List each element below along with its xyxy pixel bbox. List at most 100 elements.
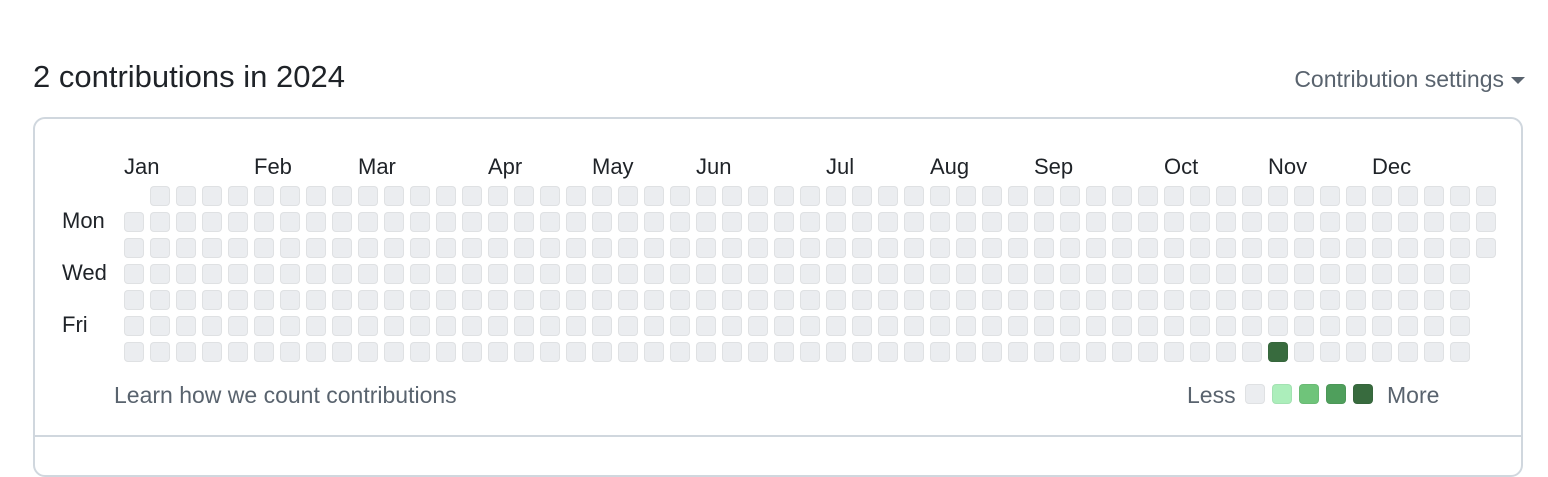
contribution-day-cell[interactable]	[982, 264, 1002, 284]
contribution-day-cell[interactable]	[1190, 342, 1210, 362]
contribution-day-cell[interactable]	[436, 264, 456, 284]
contribution-day-cell[interactable]	[956, 212, 976, 232]
contribution-day-cell[interactable]	[1320, 212, 1340, 232]
contribution-day-cell[interactable]	[462, 212, 482, 232]
contribution-day-cell[interactable]	[280, 186, 300, 206]
contribution-day-cell[interactable]	[1060, 264, 1080, 284]
contribution-day-cell[interactable]	[1216, 290, 1236, 310]
contribution-day-cell[interactable]	[1242, 212, 1262, 232]
contribution-day-cell[interactable]	[358, 186, 378, 206]
contribution-day-cell[interactable]	[826, 186, 846, 206]
contribution-day-cell[interactable]	[332, 186, 352, 206]
contribution-day-cell[interactable]	[852, 342, 872, 362]
contribution-day-cell[interactable]	[514, 342, 534, 362]
contribution-day-cell[interactable]	[1216, 316, 1236, 336]
contribution-day-cell[interactable]	[332, 264, 352, 284]
contribution-day-cell[interactable]	[1320, 342, 1340, 362]
contribution-day-cell[interactable]	[202, 264, 222, 284]
contribution-day-cell[interactable]	[644, 342, 664, 362]
contribution-day-cell[interactable]	[670, 186, 690, 206]
contribution-day-cell[interactable]	[878, 264, 898, 284]
contribution-day-cell[interactable]	[878, 238, 898, 258]
contribution-day-cell[interactable]	[1294, 316, 1314, 336]
contribution-day-cell[interactable]	[722, 212, 742, 232]
contribution-day-cell[interactable]	[696, 238, 716, 258]
contribution-day-cell[interactable]	[1086, 264, 1106, 284]
contribution-day-cell[interactable]	[1086, 186, 1106, 206]
contribution-day-cell[interactable]	[1320, 186, 1340, 206]
contribution-day-cell[interactable]	[566, 316, 586, 336]
contribution-day-cell[interactable]	[1008, 238, 1028, 258]
contribution-day-cell[interactable]	[878, 342, 898, 362]
contribution-day-cell[interactable]	[306, 212, 326, 232]
contribution-day-cell[interactable]	[956, 264, 976, 284]
contribution-day-cell[interactable]	[566, 290, 586, 310]
contribution-day-cell[interactable]	[1346, 264, 1366, 284]
contribution-day-cell[interactable]	[410, 264, 430, 284]
contribution-day-cell[interactable]	[1450, 212, 1470, 232]
contribution-day-cell[interactable]	[1164, 186, 1184, 206]
contribution-day-cell[interactable]	[566, 342, 586, 362]
contribution-day-cell[interactable]	[826, 238, 846, 258]
contribution-day-cell[interactable]	[696, 186, 716, 206]
contribution-day-cell[interactable]	[592, 290, 612, 310]
contribution-day-cell[interactable]	[1268, 316, 1288, 336]
contribution-day-cell[interactable]	[1190, 238, 1210, 258]
contribution-day-cell[interactable]	[254, 290, 274, 310]
contribution-day-cell[interactable]	[540, 212, 560, 232]
contribution-day-cell[interactable]	[384, 316, 404, 336]
contribution-day-cell[interactable]	[176, 238, 196, 258]
contribution-day-cell[interactable]	[280, 212, 300, 232]
contribution-day-cell[interactable]	[748, 290, 768, 310]
contribution-day-cell[interactable]	[202, 238, 222, 258]
contribution-day-cell[interactable]	[1372, 342, 1392, 362]
contribution-day-cell[interactable]	[384, 238, 404, 258]
contribution-day-cell[interactable]	[1242, 264, 1262, 284]
contribution-day-cell[interactable]	[1008, 316, 1028, 336]
contribution-day-cell[interactable]	[1424, 290, 1444, 310]
contribution-day-cell[interactable]	[176, 186, 196, 206]
contribution-day-cell[interactable]	[800, 212, 820, 232]
contribution-day-cell[interactable]	[150, 264, 170, 284]
contribution-day-cell[interactable]	[1294, 342, 1314, 362]
contribution-day-cell[interactable]	[540, 186, 560, 206]
contribution-day-cell[interactable]	[1190, 316, 1210, 336]
contribution-day-cell[interactable]	[1424, 186, 1444, 206]
contribution-day-cell[interactable]	[124, 264, 144, 284]
contribution-day-cell[interactable]	[644, 290, 664, 310]
contribution-day-cell[interactable]	[1086, 238, 1106, 258]
contribution-day-cell[interactable]	[514, 186, 534, 206]
contribution-day-cell[interactable]	[1372, 290, 1392, 310]
contribution-day-cell[interactable]	[1060, 316, 1080, 336]
contribution-day-cell[interactable]	[852, 212, 872, 232]
contribution-day-cell[interactable]	[462, 264, 482, 284]
contribution-day-cell[interactable]	[956, 238, 976, 258]
contribution-day-cell[interactable]	[1164, 212, 1184, 232]
contribution-day-cell[interactable]	[1476, 212, 1496, 232]
contribution-day-cell[interactable]	[540, 290, 560, 310]
contribution-day-cell[interactable]	[228, 316, 248, 336]
contribution-day-cell[interactable]	[1034, 238, 1054, 258]
contribution-day-cell[interactable]	[306, 342, 326, 362]
contribution-day-cell[interactable]	[150, 316, 170, 336]
contribution-day-cell[interactable]	[1086, 342, 1106, 362]
contribution-day-cell[interactable]	[592, 212, 612, 232]
contribution-day-cell[interactable]	[176, 316, 196, 336]
contribution-day-cell[interactable]	[280, 342, 300, 362]
contribution-day-cell[interactable]	[774, 186, 794, 206]
contribution-day-cell[interactable]	[1320, 238, 1340, 258]
contribution-day-cell[interactable]	[1242, 342, 1262, 362]
contribution-day-cell[interactable]	[826, 316, 846, 336]
contribution-day-cell[interactable]	[722, 290, 742, 310]
contribution-day-cell[interactable]	[826, 342, 846, 362]
contribution-day-cell[interactable]	[1242, 238, 1262, 258]
contribution-day-cell[interactable]	[1216, 342, 1236, 362]
contribution-day-cell[interactable]	[644, 238, 664, 258]
contribution-day-cell[interactable]	[852, 186, 872, 206]
contribution-day-cell[interactable]	[592, 186, 612, 206]
contribution-day-cell[interactable]	[410, 290, 430, 310]
contribution-day-cell[interactable]	[176, 290, 196, 310]
contribution-day-cell[interactable]	[722, 264, 742, 284]
contribution-day-cell[interactable]	[358, 290, 378, 310]
contribution-day-cell[interactable]	[1164, 316, 1184, 336]
